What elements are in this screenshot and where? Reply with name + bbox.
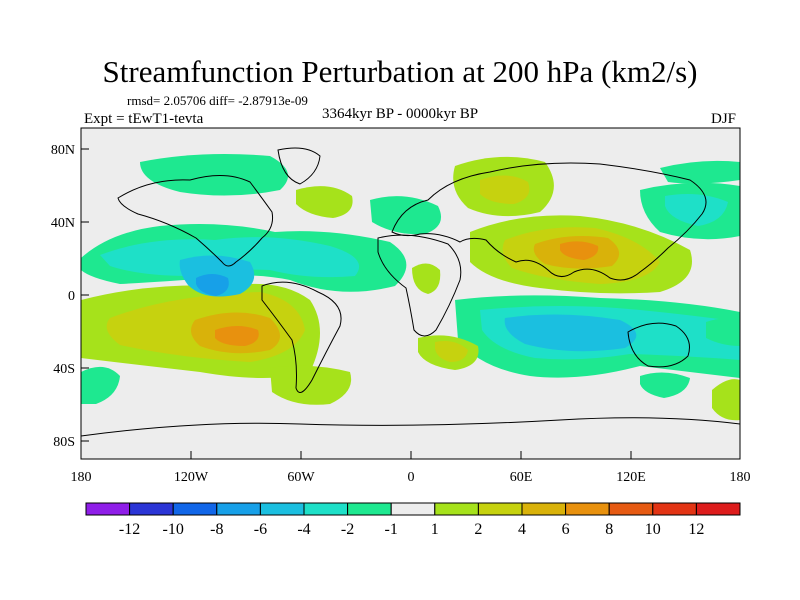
colorbar-label: -6 bbox=[254, 521, 267, 538]
y-tick-label: 80S bbox=[53, 435, 75, 450]
colorbar-label: 2 bbox=[474, 521, 482, 538]
colorbar-box bbox=[434, 502, 479, 516]
colorbar-label: 1 bbox=[431, 521, 439, 538]
streamfunction-field bbox=[81, 154, 740, 421]
coastlines bbox=[81, 147, 740, 437]
colorbar-label: 12 bbox=[688, 521, 704, 538]
contour-pos2-south-atlantic bbox=[435, 341, 468, 362]
chart-title: Streamfunction Perturbation at 200 hPa (… bbox=[102, 54, 698, 89]
y-axis-labels: 80N 40N 0 40S 80S bbox=[51, 143, 75, 450]
colorbar-label: 8 bbox=[605, 521, 613, 538]
australia-coast bbox=[627, 322, 690, 368]
antarctica-coast bbox=[81, 417, 740, 437]
colorbar-box bbox=[85, 502, 131, 516]
axis-ticks bbox=[80, 148, 741, 459]
contour-pos1-atlantic bbox=[296, 186, 353, 218]
colorbar-label: 10 bbox=[645, 521, 661, 538]
africa-coast bbox=[377, 234, 462, 337]
contour-neg4-indian-ocean bbox=[504, 314, 637, 352]
y-tick-label: 80N bbox=[51, 143, 75, 158]
colorbar-label: 4 bbox=[518, 521, 526, 538]
colorbar-label: -2 bbox=[341, 521, 354, 538]
colorbar-box bbox=[216, 502, 261, 516]
contour-neg1-south-pacific-west bbox=[81, 366, 120, 404]
contour-pos1-southern-ocean-east bbox=[712, 379, 740, 421]
colorbar-box bbox=[129, 502, 174, 516]
colorbar-label: 6 bbox=[562, 521, 570, 538]
colorbar-box bbox=[608, 502, 654, 516]
colorbar-box bbox=[390, 502, 436, 516]
contour-neg1-arctic-america bbox=[140, 154, 288, 196]
colorbar-box bbox=[565, 502, 610, 516]
contour-neg6-north-pacific bbox=[196, 274, 229, 296]
contour-pos1-africa bbox=[412, 263, 441, 294]
colorbar bbox=[85, 502, 741, 516]
colorbar-label: -4 bbox=[297, 521, 310, 538]
x-tick-label: 60W bbox=[287, 470, 315, 485]
experiment-label: Expt = tEwT1-tevta bbox=[84, 111, 204, 127]
colorbar-label: -8 bbox=[210, 521, 223, 538]
y-tick-label: 40N bbox=[51, 216, 75, 231]
colorbar-box bbox=[477, 502, 523, 516]
south-america-coast bbox=[261, 281, 342, 393]
x-tick-label: 180 bbox=[730, 470, 751, 485]
rmsd-stats: rmsd= 2.05706 diff= -2.87913e-09 bbox=[127, 93, 308, 108]
colorbar-label: -1 bbox=[385, 521, 398, 538]
colorbar-box bbox=[652, 502, 697, 516]
colorbar-labels: -12 -10 -8 -6 -4 -2 -1 1 2 4 6 8 10 12 bbox=[119, 521, 704, 538]
contour-pos2-siberia bbox=[480, 175, 530, 204]
x-tick-label: 120W bbox=[174, 470, 209, 485]
colorbar-box bbox=[695, 502, 741, 516]
colorbar-box bbox=[259, 502, 305, 516]
colorbar-box bbox=[521, 502, 567, 516]
contour-pos6-asia bbox=[560, 241, 599, 260]
period-label: 3364kyr BP - 0000kyr BP bbox=[322, 106, 479, 122]
greenland-coast bbox=[277, 147, 321, 185]
north-america-coast bbox=[117, 175, 273, 267]
y-tick-label: 0 bbox=[68, 289, 75, 304]
x-tick-label: 60E bbox=[510, 470, 533, 485]
colorbar-box bbox=[303, 502, 349, 516]
eurasia-coast bbox=[391, 162, 707, 281]
colorbar-box bbox=[172, 502, 218, 516]
colorbar-box bbox=[347, 502, 392, 516]
x-tick-label: 0 bbox=[408, 470, 415, 485]
colorbar-label: -12 bbox=[119, 521, 140, 538]
contour-neg1-east-indian bbox=[706, 318, 740, 346]
x-axis-labels: 180 120W 60W 0 60E 120E 180 bbox=[71, 470, 751, 485]
y-tick-label: 40S bbox=[53, 362, 75, 377]
contour-neg2-northwest-pacific bbox=[665, 194, 728, 226]
contour-pos6-east-pacific bbox=[215, 326, 259, 346]
x-tick-label: 120E bbox=[616, 470, 646, 485]
season-label: DJF bbox=[711, 111, 737, 127]
colorbar-label: -10 bbox=[163, 521, 184, 538]
contour-neg1-north-atlantic bbox=[370, 196, 442, 235]
contour-pos1-south-pacific bbox=[270, 365, 352, 405]
contour-neg1-australia bbox=[640, 372, 690, 398]
x-tick-label: 180 bbox=[71, 470, 92, 485]
